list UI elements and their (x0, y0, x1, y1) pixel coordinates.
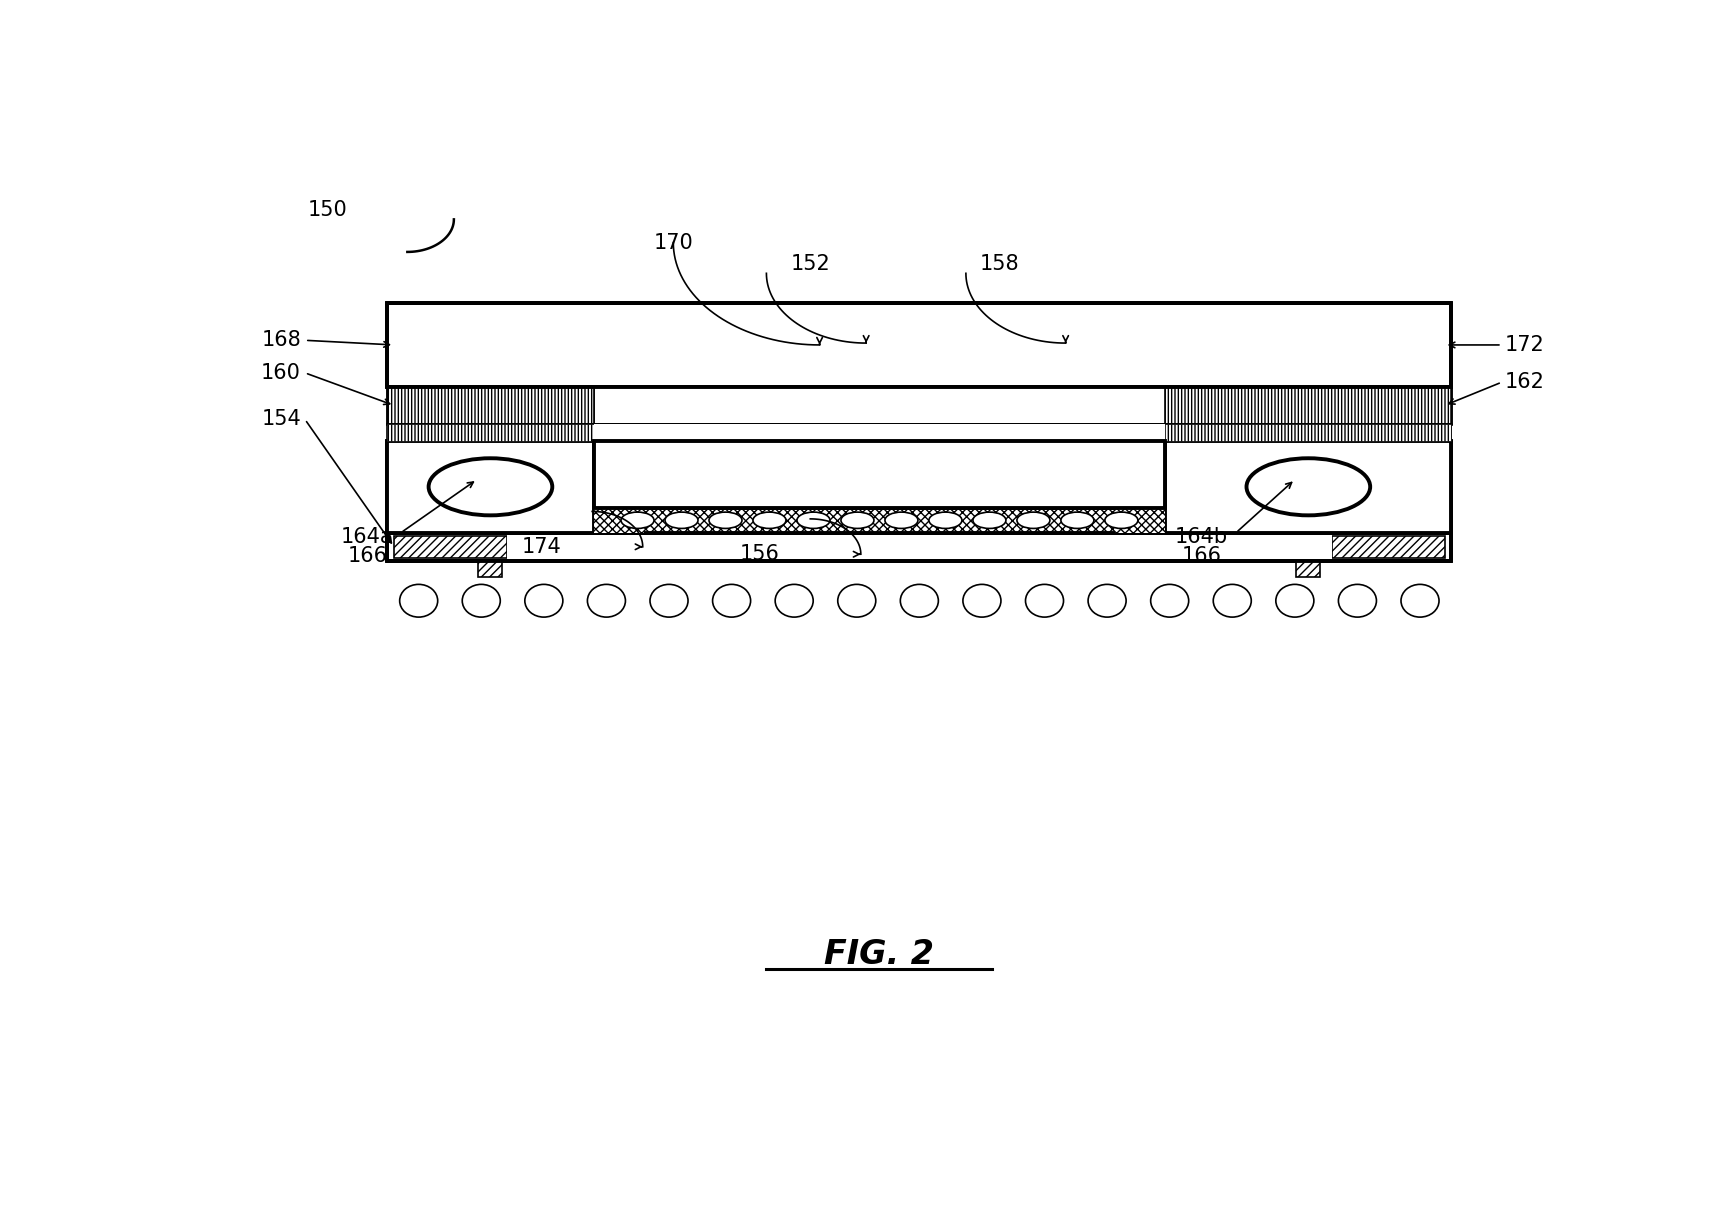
Bar (1296, 561, 1320, 577)
Ellipse shape (462, 585, 501, 617)
Bar (388, 387, 594, 424)
Bar (594, 507, 1165, 533)
Ellipse shape (1018, 512, 1050, 528)
Bar (1165, 387, 1452, 424)
Text: 170: 170 (654, 233, 693, 252)
Ellipse shape (928, 512, 963, 528)
Ellipse shape (621, 512, 654, 528)
Bar (479, 561, 503, 577)
Bar (388, 387, 1452, 424)
Bar (594, 507, 644, 533)
Bar (388, 424, 1452, 441)
Bar (388, 441, 594, 533)
Ellipse shape (1088, 585, 1126, 617)
Bar (1165, 441, 1452, 533)
Ellipse shape (1105, 512, 1138, 528)
Ellipse shape (1213, 585, 1251, 617)
Text: 166: 166 (1181, 546, 1222, 567)
Ellipse shape (1151, 585, 1189, 617)
Ellipse shape (1275, 585, 1314, 617)
Ellipse shape (837, 585, 875, 617)
Ellipse shape (901, 585, 939, 617)
Text: 172: 172 (1505, 335, 1544, 355)
Ellipse shape (1400, 585, 1440, 617)
Ellipse shape (841, 512, 873, 528)
Text: 162: 162 (1505, 372, 1544, 393)
Ellipse shape (1246, 458, 1369, 516)
Text: 166: 166 (347, 546, 388, 567)
Text: 160: 160 (261, 362, 300, 383)
Ellipse shape (712, 585, 750, 617)
Bar (1115, 507, 1165, 533)
Text: 174: 174 (522, 536, 561, 557)
Bar (388, 424, 594, 441)
Bar (594, 441, 1165, 507)
Text: 158: 158 (980, 254, 1019, 274)
Bar (388, 533, 1452, 561)
Bar (1165, 424, 1452, 441)
Text: 164a: 164a (341, 528, 393, 547)
Ellipse shape (400, 585, 438, 617)
Ellipse shape (753, 512, 786, 528)
Bar (594, 387, 1165, 424)
Ellipse shape (1060, 512, 1093, 528)
Text: FIG. 2: FIG. 2 (824, 937, 935, 971)
Text: 150: 150 (307, 201, 347, 220)
Text: 164b: 164b (1175, 528, 1229, 547)
Bar (1332, 535, 1445, 558)
Ellipse shape (796, 512, 831, 528)
Ellipse shape (963, 585, 1000, 617)
Bar (508, 535, 1332, 559)
Ellipse shape (525, 585, 563, 617)
Ellipse shape (1026, 585, 1064, 617)
Ellipse shape (587, 585, 625, 617)
Text: 154: 154 (261, 410, 300, 429)
Ellipse shape (973, 512, 1006, 528)
Ellipse shape (429, 458, 553, 516)
Bar (594, 424, 1165, 441)
Text: 156: 156 (740, 545, 779, 564)
Ellipse shape (776, 585, 813, 617)
Bar (395, 535, 508, 558)
Ellipse shape (709, 512, 741, 528)
Ellipse shape (885, 512, 918, 528)
Ellipse shape (650, 585, 688, 617)
Ellipse shape (666, 512, 698, 528)
Ellipse shape (1338, 585, 1376, 617)
Text: 152: 152 (791, 254, 831, 274)
Bar (388, 303, 1452, 387)
Text: 168: 168 (261, 330, 300, 350)
